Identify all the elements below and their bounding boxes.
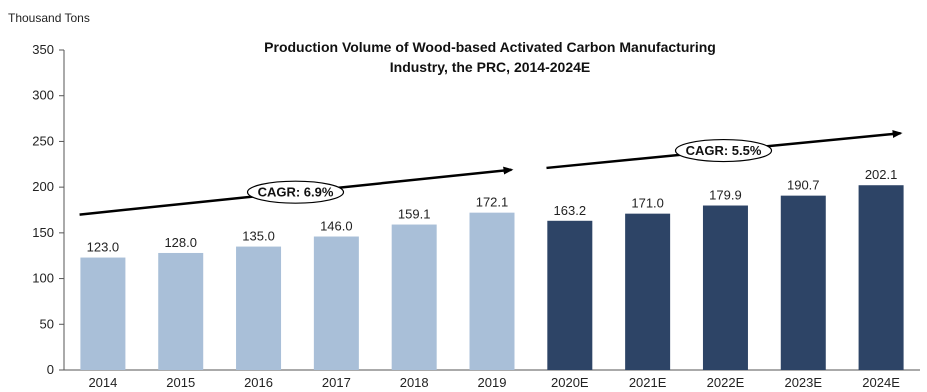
chart-title-line-1: Production Volume of Wood-based Activate… [264, 39, 716, 55]
chart-title-line-2: Industry, the PRC, 2014-2024E [390, 59, 590, 75]
bar-2021E [625, 213, 671, 370]
bar-2024E [858, 185, 904, 370]
bar-2018 [391, 224, 437, 370]
y-axis-unit-label: Thousand Tons [8, 11, 90, 25]
bar-value-label: 128.0 [164, 235, 197, 250]
bar-2017 [313, 236, 359, 370]
y-tick-label: 100 [32, 271, 54, 286]
bar-value-label: 179.9 [709, 188, 742, 203]
cagr-label-1: CAGR: 6.9% [258, 185, 334, 200]
bar-2023E [780, 195, 826, 370]
bar-2016 [236, 246, 282, 370]
bar-value-label: 159.1 [398, 207, 431, 222]
x-tick-label: 2020E [551, 375, 589, 390]
bar-2015 [158, 252, 204, 370]
x-tick-label: 2023E [784, 375, 822, 390]
bar-value-label: 202.1 [865, 167, 898, 182]
bar-value-label: 190.7 [787, 178, 820, 193]
bar-2014 [80, 257, 126, 370]
bar-2019 [469, 212, 515, 370]
x-tick-label: 2017 [322, 375, 351, 390]
cagr-badge-2 [674, 138, 773, 163]
cagr-badge-1 [246, 180, 345, 204]
y-tick-label: 200 [32, 179, 54, 194]
bar-2022E [702, 205, 748, 370]
bar-2020E [547, 220, 593, 370]
x-tick-label: 2024E [862, 375, 900, 390]
x-tick-label: 2021E [629, 375, 667, 390]
bar-value-label: 146.0 [320, 219, 353, 234]
y-tick-label: 150 [32, 225, 54, 240]
cagr-label-2: CAGR: 5.5% [686, 143, 762, 158]
y-tick-label: 350 [32, 42, 54, 57]
x-tick-label: 2016 [244, 375, 273, 390]
y-tick-label: 50 [40, 316, 54, 331]
x-tick-label: 2022E [707, 375, 745, 390]
x-tick-label: 2019 [478, 375, 507, 390]
x-tick-label: 2015 [166, 375, 195, 390]
y-tick-label: 250 [32, 133, 54, 148]
bar-value-label: 172.1 [476, 195, 509, 210]
bar-value-label: 163.2 [554, 203, 587, 218]
y-tick-label: 300 [32, 88, 54, 103]
bar-value-label: 123.0 [87, 240, 120, 255]
x-tick-label: 2018 [400, 375, 429, 390]
bar-value-label: 171.0 [631, 196, 664, 211]
bar-value-label: 135.0 [242, 229, 275, 244]
x-tick-label: 2014 [88, 375, 117, 390]
y-tick-label: 0 [47, 362, 54, 377]
